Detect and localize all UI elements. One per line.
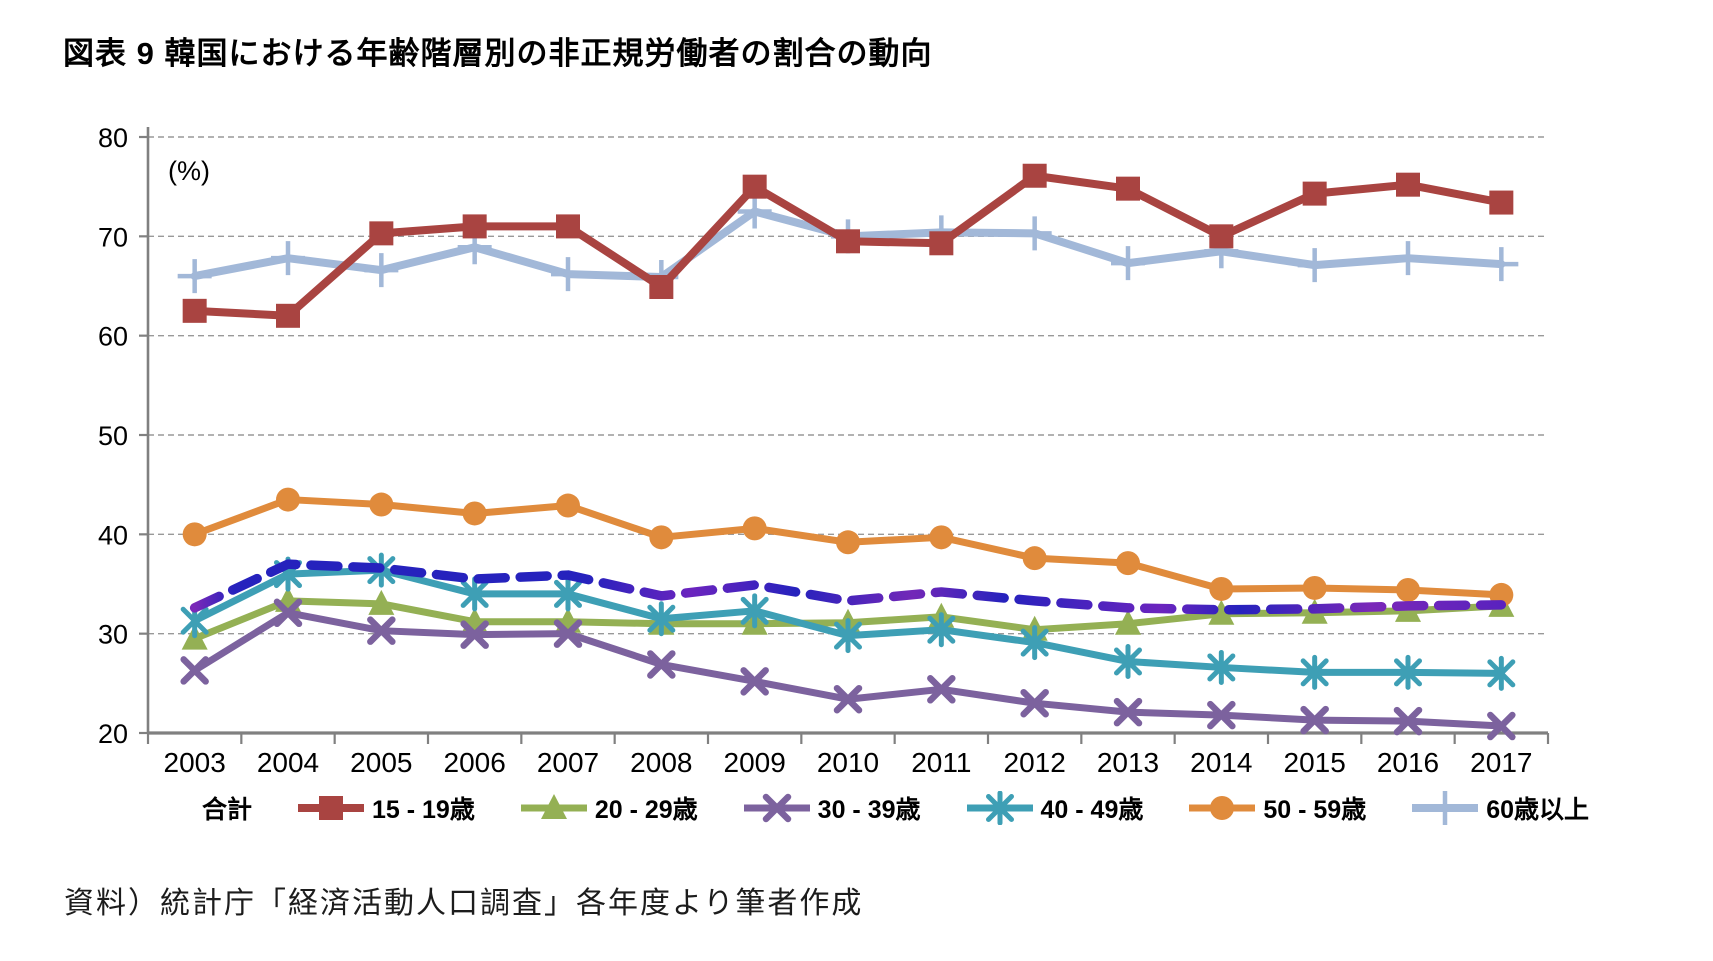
legend-item-3: 20 - 29歳 [517,790,698,826]
x-tick-label: 2009 [724,747,786,778]
series-40 - 49歳 [180,552,1516,691]
y-tick-label: 70 [98,222,128,252]
series-50 - 59歳 [182,487,1514,607]
x-tick-label: 2013 [1097,747,1159,778]
legend-item-7: 60歳以上 [1408,790,1589,826]
legend-label: 60歳以上 [1486,796,1590,824]
legend-item-2: 15 - 19歳 [294,790,475,826]
axes [139,127,1550,744]
x-tick-label: 2015 [1284,747,1346,778]
legend-item-6: 50 - 59歳 [1185,790,1366,826]
legend-marker-none [124,803,198,813]
gridlines [148,136,1548,635]
x-tick-label: 2014 [1190,747,1252,778]
y-axis-labels: 20 30 40 50 60 70 80 [98,123,128,749]
legend-marker-x [743,793,810,823]
legend-marker-triangle [520,794,587,819]
legend-label: 合計 [201,796,252,824]
x-tick-label: 2004 [257,747,319,778]
legend-label: 30 - 39歳 [817,796,921,824]
x-tick-label: 2012 [1004,747,1066,778]
y-tick-label: 40 [98,520,128,550]
legend-label: 20 - 29歳 [594,796,698,824]
x-tick-label: 2008 [630,747,692,778]
x-tick-label: 2003 [164,747,226,778]
x-tick-label: 2010 [817,747,879,778]
legend-marker-square [297,796,364,820]
legend-label: 50 - 59歳 [1263,796,1367,824]
legend-marker-plus [1412,791,1479,825]
x-axis-labels: 2003 2004 2005 2006 2007 2008 2009 2010 2011 2012… [164,747,1533,778]
series-合計 [189,559,1507,615]
legend-item-1: 合計 [124,790,252,826]
y-tick-label: 30 [98,620,128,650]
y-tick-label: 80 [98,123,128,153]
series-30 - 39歳 [180,598,1516,741]
x-tick-label: 2016 [1377,747,1439,778]
legend-label: 40 - 49歳 [1040,796,1144,824]
y-tick-label: 20 [98,719,128,749]
source-note: 資料）統計庁「経済活動人口調査」各年度より筆者作成 [64,887,864,920]
x-tick-label: 2017 [1470,747,1532,778]
legend-item-4: 30 - 39歳 [740,790,921,826]
chart-title: 図表 9 韓国における年齢階層別の非正規労働者の割合の動向 [63,36,933,71]
y-tick-label: 60 [98,322,128,352]
y-axis-unit-label: (%) [168,156,210,186]
legend-label: 15 - 19歳 [371,796,475,824]
chart-legend: 合計 15 - 19歳 20 - 29歳 30 - 39歳 40 - 49歳 50 - 5… [0,790,1713,826]
x-tick-label: 2006 [444,747,506,778]
y-tick-label: 50 [98,421,128,451]
legend-item-5: 40 - 49歳 [963,790,1144,826]
series-15 - 19歳 [182,163,1514,328]
legend-marker-asterisk [966,791,1033,825]
legend-marker-circle [1189,796,1256,820]
x-tick-label: 2007 [537,747,599,778]
x-tick-label: 2005 [350,747,412,778]
x-tick-label: 2011 [911,747,971,778]
